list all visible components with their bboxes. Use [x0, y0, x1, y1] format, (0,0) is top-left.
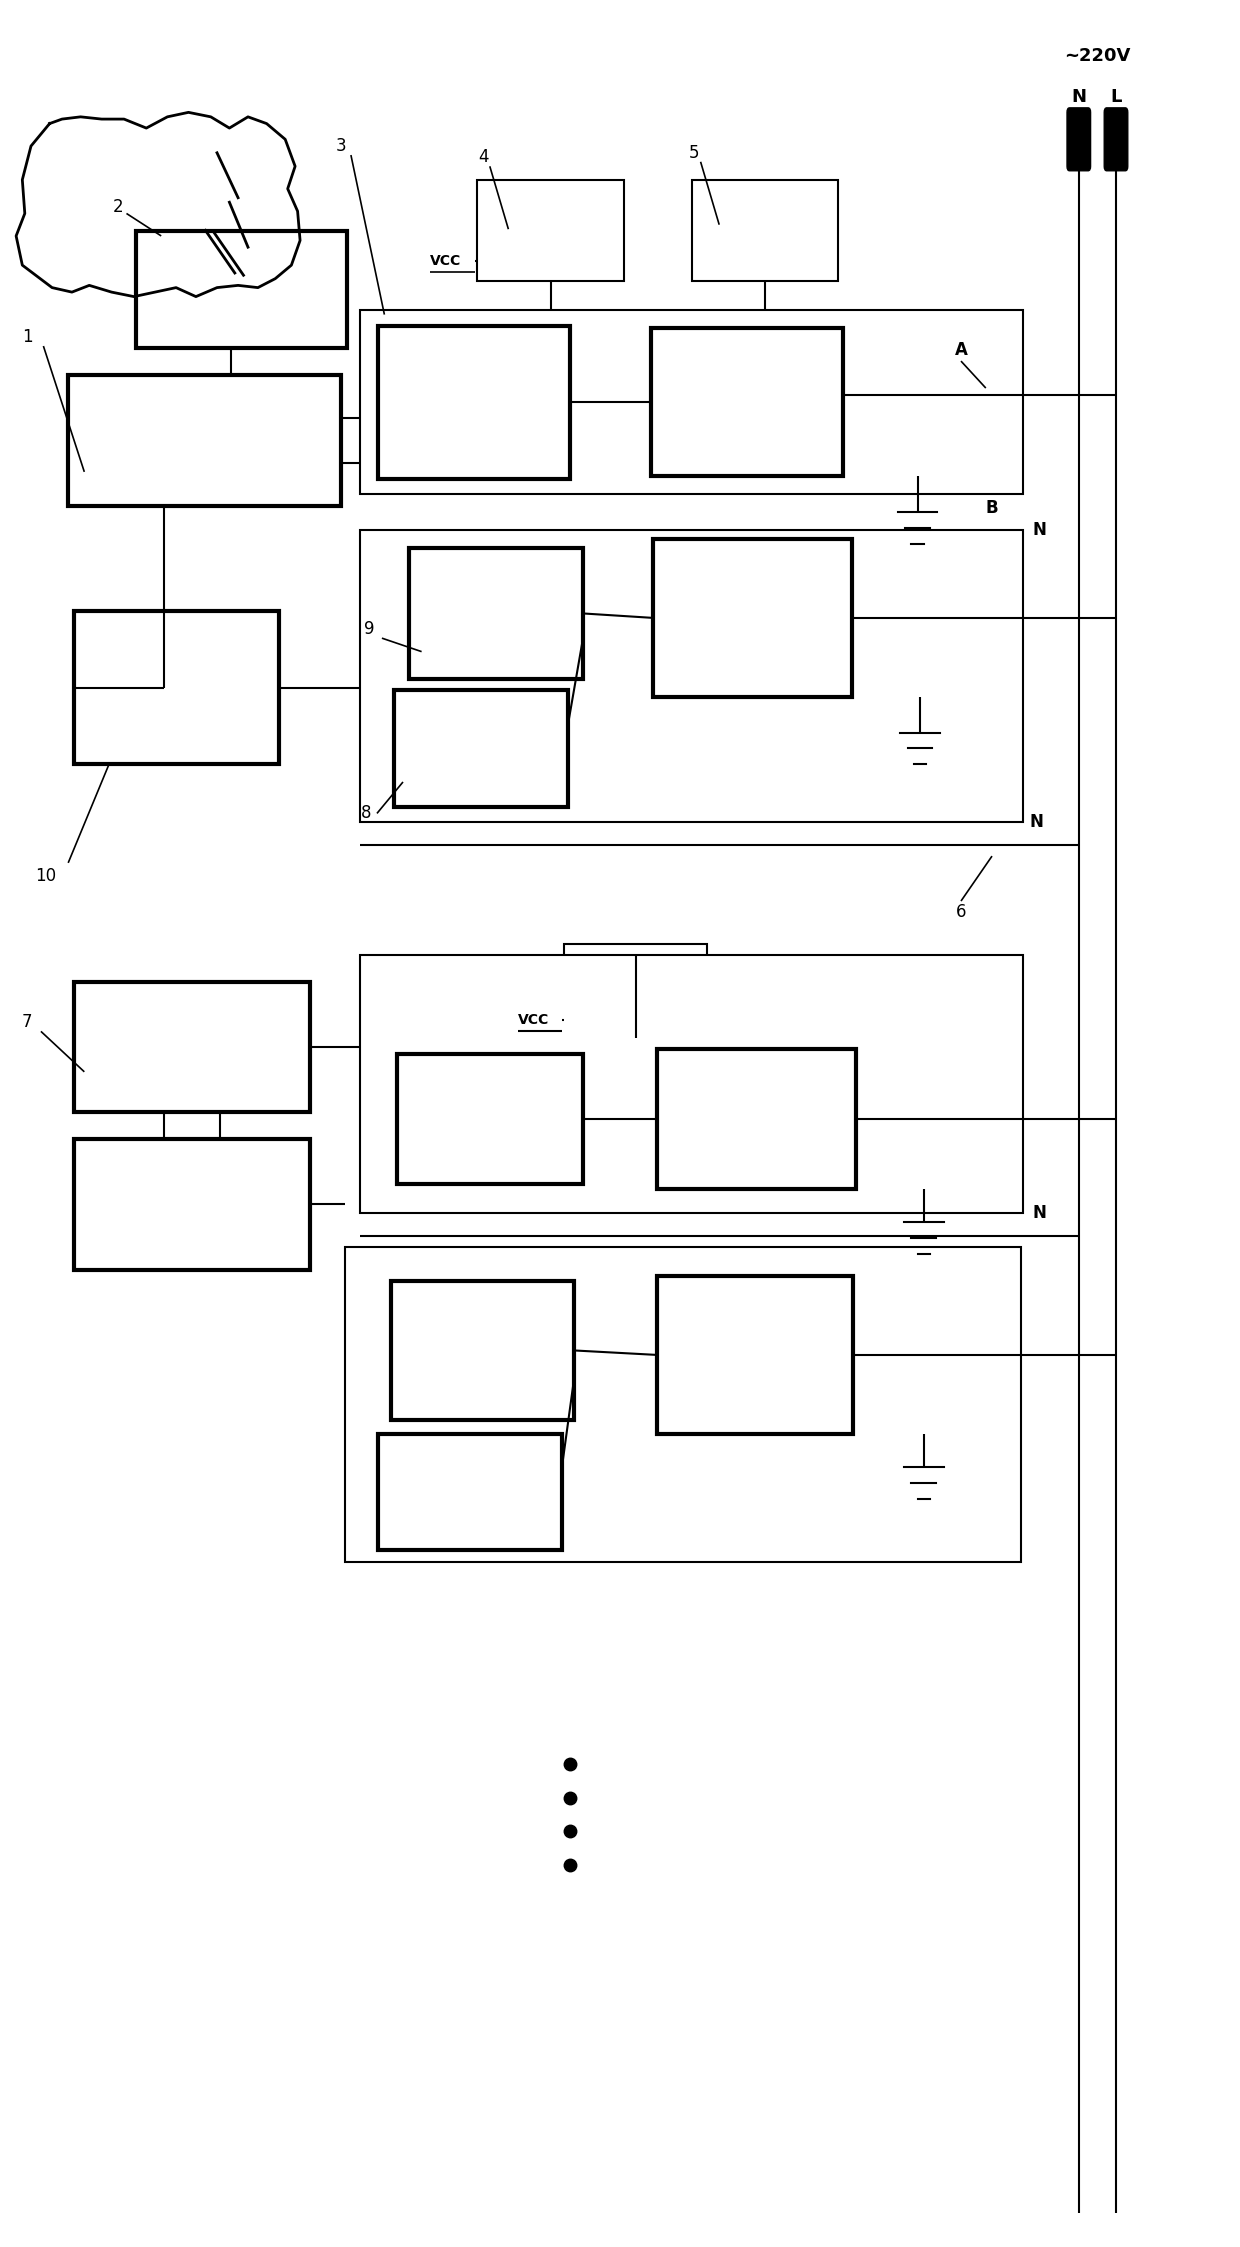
FancyBboxPatch shape [360, 955, 1023, 1213]
Text: L: L [1110, 88, 1122, 106]
Text: ~220V: ~220V [1064, 47, 1131, 65]
Text: N: N [1029, 813, 1044, 831]
FancyBboxPatch shape [378, 326, 570, 479]
FancyBboxPatch shape [74, 611, 279, 764]
Text: VCC: VCC [518, 1013, 549, 1027]
FancyBboxPatch shape [692, 180, 838, 281]
Text: 10: 10 [35, 867, 57, 885]
Text: 6: 6 [956, 903, 966, 921]
Text: 1: 1 [22, 328, 32, 346]
FancyBboxPatch shape [397, 1054, 583, 1184]
FancyBboxPatch shape [1066, 108, 1091, 171]
FancyBboxPatch shape [68, 375, 341, 506]
FancyBboxPatch shape [74, 1139, 310, 1270]
FancyBboxPatch shape [657, 1049, 856, 1189]
Text: VCC: VCC [430, 254, 461, 267]
Text: 9: 9 [365, 620, 374, 638]
FancyBboxPatch shape [1105, 108, 1128, 171]
FancyBboxPatch shape [477, 180, 624, 281]
Text: 4: 4 [479, 148, 489, 166]
Text: A: A [955, 342, 967, 360]
Text: 2: 2 [113, 198, 123, 216]
Text: N: N [1071, 88, 1086, 106]
FancyBboxPatch shape [345, 1247, 1021, 1562]
Text: 8: 8 [361, 804, 371, 822]
FancyBboxPatch shape [657, 1276, 853, 1434]
FancyBboxPatch shape [74, 982, 310, 1112]
FancyBboxPatch shape [391, 1281, 574, 1420]
Text: 3: 3 [336, 137, 346, 155]
Text: 7: 7 [22, 1013, 32, 1031]
Text: B: B [986, 499, 998, 517]
FancyBboxPatch shape [136, 231, 347, 348]
FancyBboxPatch shape [394, 690, 568, 807]
FancyBboxPatch shape [360, 310, 1023, 494]
FancyBboxPatch shape [409, 548, 583, 679]
FancyBboxPatch shape [653, 539, 852, 697]
FancyBboxPatch shape [564, 944, 707, 1038]
FancyBboxPatch shape [378, 1434, 562, 1550]
FancyBboxPatch shape [360, 530, 1023, 822]
Text: 5: 5 [689, 144, 699, 162]
Text: N: N [1032, 1204, 1047, 1222]
FancyBboxPatch shape [651, 328, 843, 476]
Text: N: N [1032, 521, 1047, 539]
